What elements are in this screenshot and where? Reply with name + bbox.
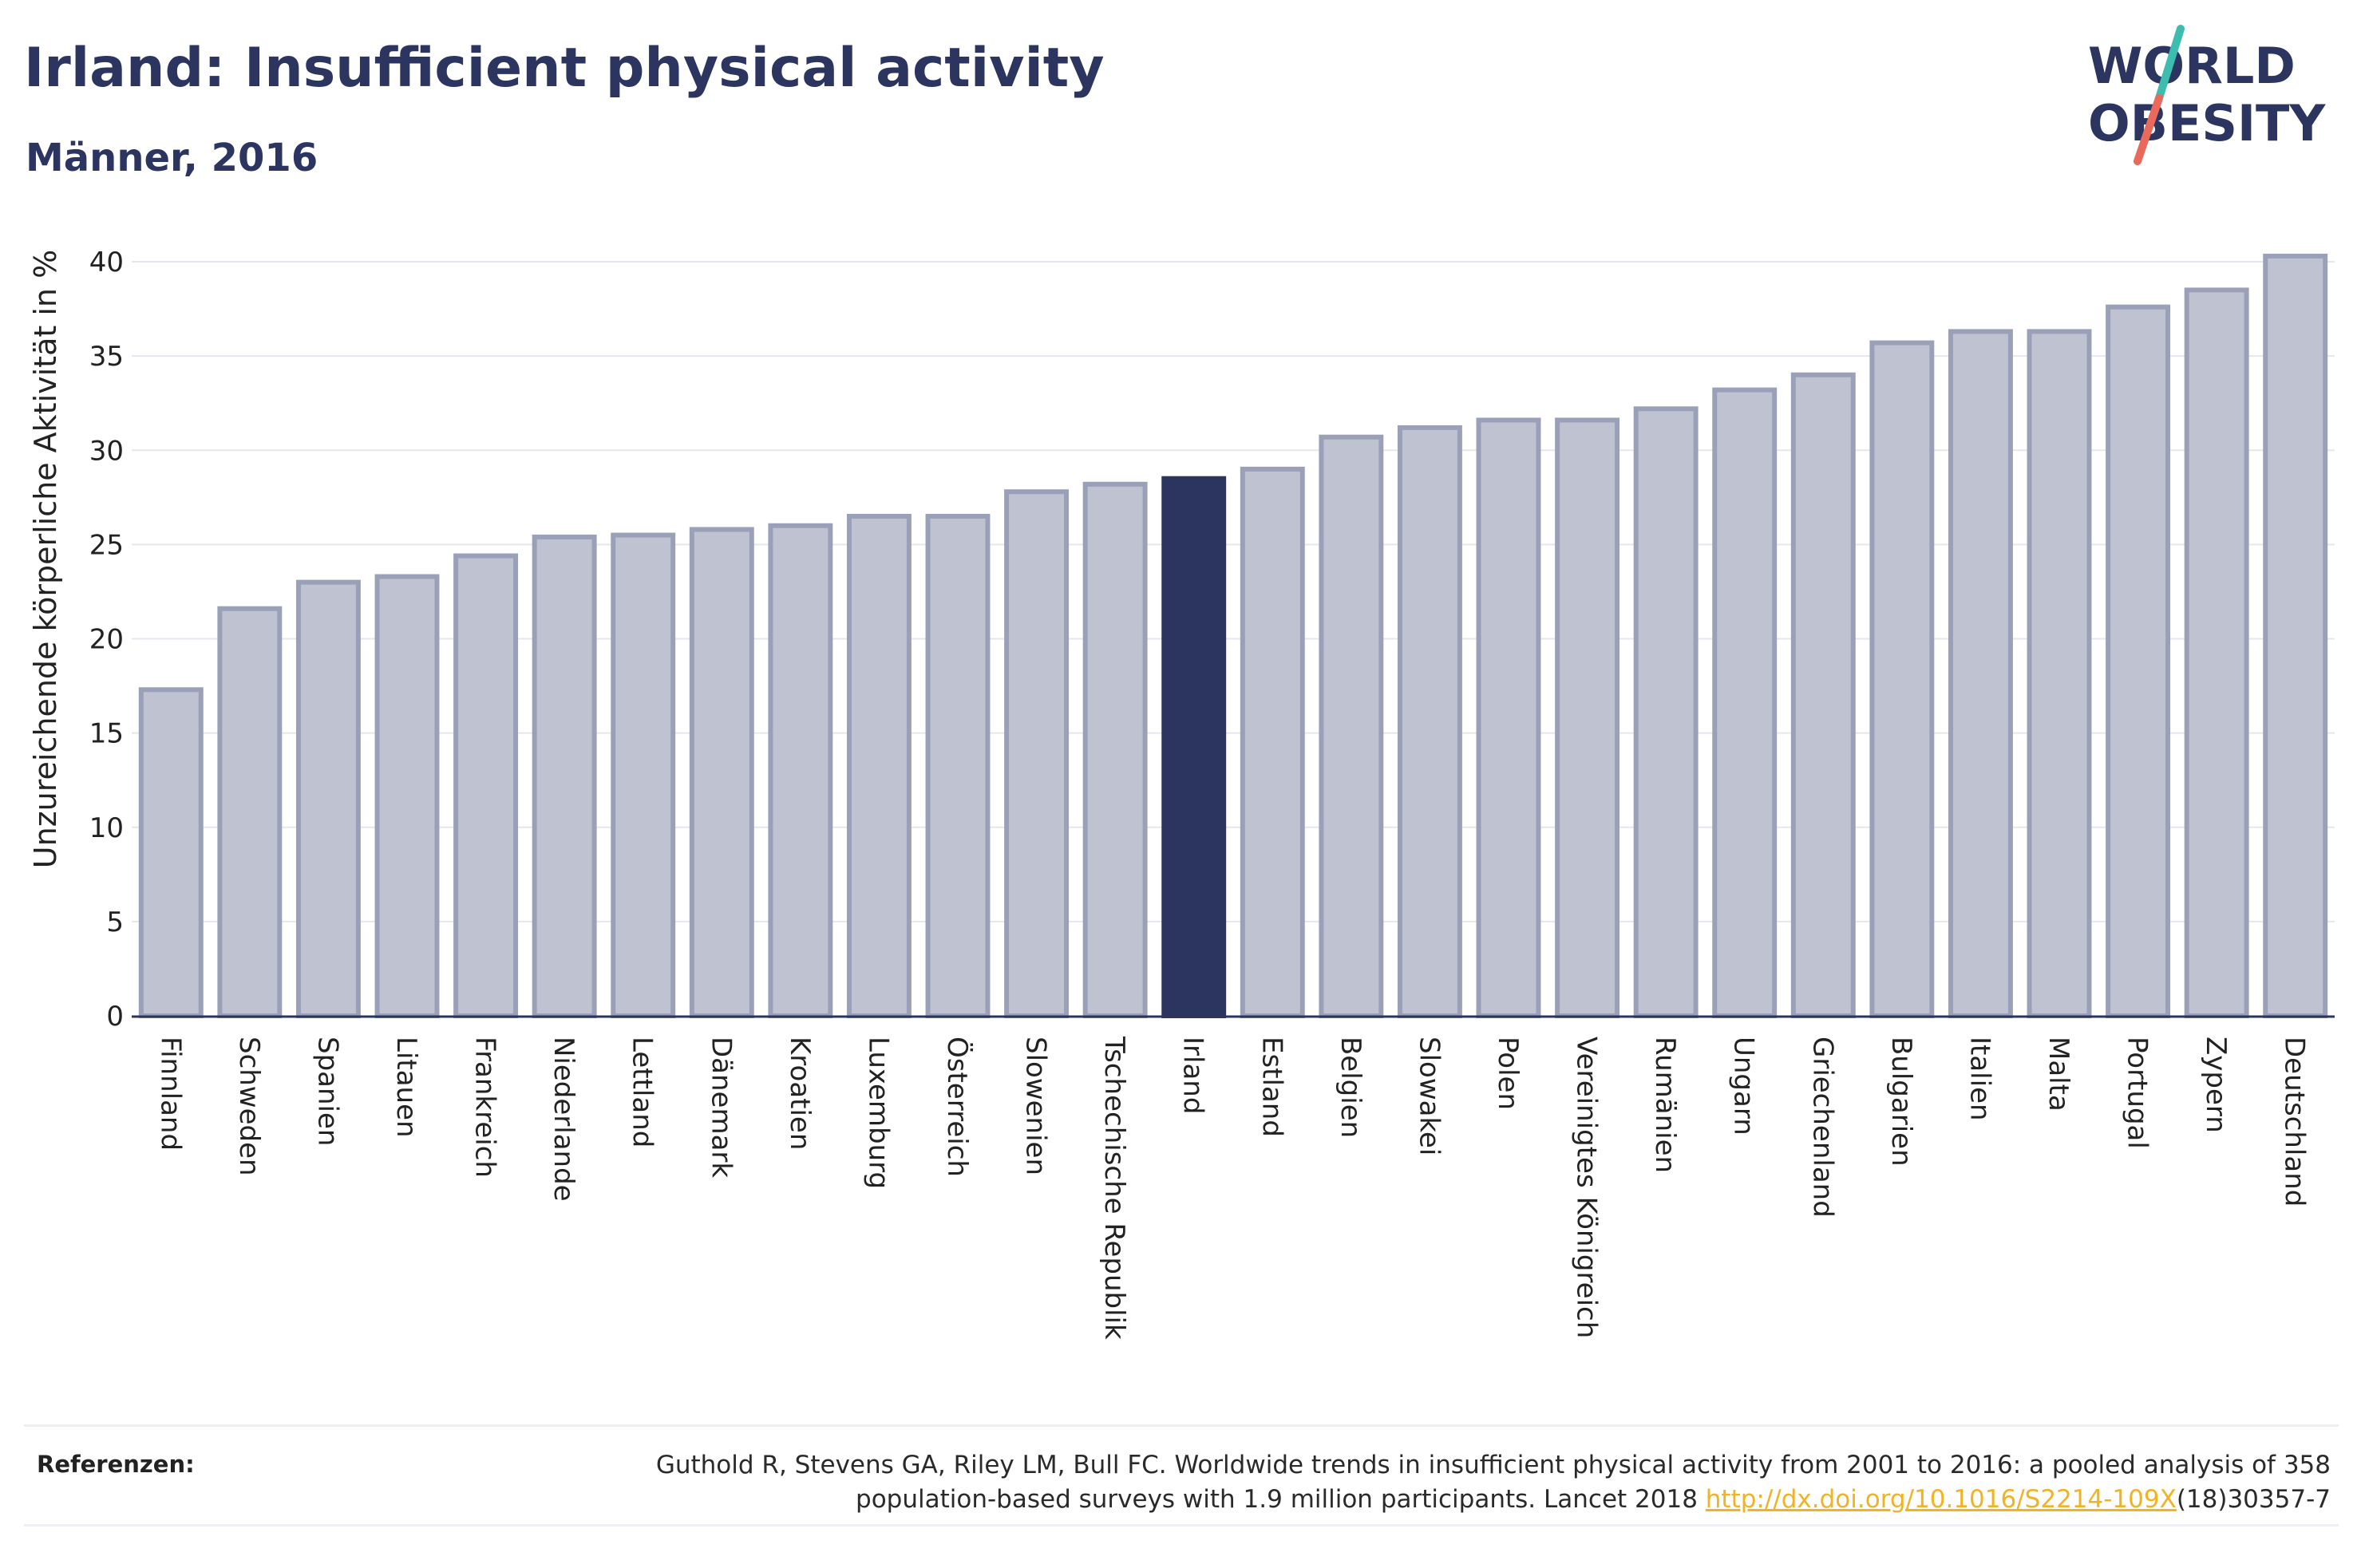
x-tick-label: Portugal	[2122, 1037, 2153, 1149]
bar-bulgarien	[1869, 340, 1935, 1018]
bar-polen	[1476, 417, 1541, 1018]
bar-malta	[2027, 329, 2092, 1019]
bar-schweden	[217, 606, 283, 1018]
reference-line-1: Guthold R, Stevens GA, Riley LM, Bull FC…	[655, 1451, 2331, 1479]
y-tick-label: 10	[89, 812, 124, 844]
x-tick-label: Tschechische Republik	[1098, 1036, 1130, 1340]
bar-griechenland	[1790, 372, 1856, 1018]
y-tick-label: 30	[89, 435, 124, 467]
x-tick-label: Dänemark	[705, 1037, 737, 1178]
y-axis-label: Unzureichende körperliche Aktivität in %	[28, 250, 63, 868]
chart-subtitle: Männer, 2016	[26, 136, 318, 180]
x-tick-label: Rumänien	[1649, 1037, 1681, 1173]
world-obesity-logo: WORLD OBESITY	[2088, 25, 2326, 165]
x-tick-label: Belgien	[1335, 1037, 1366, 1138]
x-tick-label: Italien	[1964, 1037, 1995, 1121]
y-tick-label: 5	[106, 906, 124, 938]
y-tick-label: 20	[89, 624, 124, 656]
x-tick-label: Litauen	[390, 1037, 422, 1138]
references-bottom-divider	[24, 1524, 2339, 1527]
y-tick-label: 15	[89, 718, 124, 750]
bar-frankreich	[453, 553, 519, 1018]
bar-kroatien	[768, 523, 833, 1018]
chart-title: Irland: Insufficient physical activity	[24, 37, 1105, 100]
references-text: Guthold R, Stevens GA, Riley LM, Bull FC…	[495, 1448, 2331, 1517]
x-tick-label: Spanien	[311, 1037, 343, 1146]
bar-irland	[1161, 476, 1227, 1018]
bar-portugal	[2106, 304, 2171, 1018]
x-tick-label: Malta	[2043, 1037, 2074, 1112]
bar-dänemark	[689, 527, 754, 1018]
bar-slowenien	[1004, 489, 1070, 1018]
x-tick-label: Lettland	[627, 1037, 658, 1147]
bar-niederlande	[532, 534, 597, 1018]
logo-slash-bottom	[2134, 94, 2163, 165]
y-tick-label: 35	[89, 341, 124, 373]
bar-chart: 0 5 10 15 20 25 30 35 40 Finnland Schweden Spanien…	[28, 247, 2335, 1340]
bar-tschechische-republik	[1082, 481, 1148, 1018]
x-tick-label: Zypern	[2200, 1037, 2232, 1133]
logo-text-obesity: OBESITY	[2088, 94, 2326, 152]
bar-rumänien	[1633, 406, 1699, 1018]
x-tick-label: Estland	[1256, 1037, 1287, 1137]
x-tick-label: Kroatien	[784, 1037, 816, 1150]
bar-luxemburg	[846, 513, 912, 1018]
y-tick-label: 40	[89, 247, 124, 278]
x-tick-label: Niederlande	[548, 1037, 579, 1202]
x-tick-label: Schweden	[233, 1037, 265, 1176]
x-tick-label: Deutschland	[2279, 1037, 2311, 1207]
bar-ungarn	[1712, 387, 1778, 1018]
bar-slowakei	[1397, 425, 1462, 1018]
bar-lettland	[611, 532, 676, 1018]
x-tick-label: Ungarn	[1728, 1037, 1760, 1136]
x-tick-label: Frankreich	[469, 1037, 501, 1178]
references-label: Referenzen:	[37, 1451, 195, 1478]
doi-link[interactable]: http://dx.doi.org/10.1016/S2214-109X	[1705, 1485, 2177, 1514]
x-tick-label: Luxemburg	[862, 1037, 894, 1189]
bar-zypern	[2184, 287, 2249, 1018]
bar-deutschland	[2263, 253, 2328, 1019]
bar-litauen	[374, 574, 440, 1018]
logo-text-world: WORLD	[2088, 37, 2296, 95]
bar-finnland	[138, 687, 204, 1018]
reference-line-2-end: (18)30357-7	[2176, 1485, 2331, 1514]
bar-österreich	[925, 513, 991, 1018]
logo-slash-top	[2155, 25, 2185, 102]
reference-line-2-start: population-based surveys with 1.9 millio…	[856, 1485, 1706, 1514]
bar-spanien	[295, 579, 361, 1018]
x-tick-label: Polen	[1492, 1037, 1524, 1110]
x-tick-labels: Finnland Schweden Spanien Litauen Frankreich…	[154, 1036, 2310, 1340]
references-top-divider	[24, 1424, 2339, 1427]
y-tick-labels: 0 5 10 15 20 25 30 35 40	[89, 247, 124, 1033]
bar-vereinigtes-königreich	[1555, 417, 1620, 1018]
x-tick-label: Vereinigtes Königreich	[1571, 1037, 1603, 1338]
bar-belgien	[1319, 434, 1384, 1018]
x-tick-label: Irland	[1177, 1037, 1209, 1114]
x-tick-label: Finnland	[154, 1037, 186, 1151]
x-tick-label: Slowakei	[1413, 1037, 1445, 1155]
bar-italien	[1948, 329, 2013, 1019]
y-tick-label: 25	[89, 529, 124, 561]
x-tick-label: Bulgarien	[1885, 1037, 1917, 1167]
x-tick-label: Österreich	[941, 1037, 974, 1177]
x-tick-label: Griechenland	[1806, 1037, 1838, 1218]
y-tick-label: 0	[106, 1001, 124, 1033]
x-tick-label: Slowenien	[1020, 1037, 1052, 1175]
bars	[138, 253, 2328, 1019]
bar-estland	[1240, 466, 1305, 1018]
